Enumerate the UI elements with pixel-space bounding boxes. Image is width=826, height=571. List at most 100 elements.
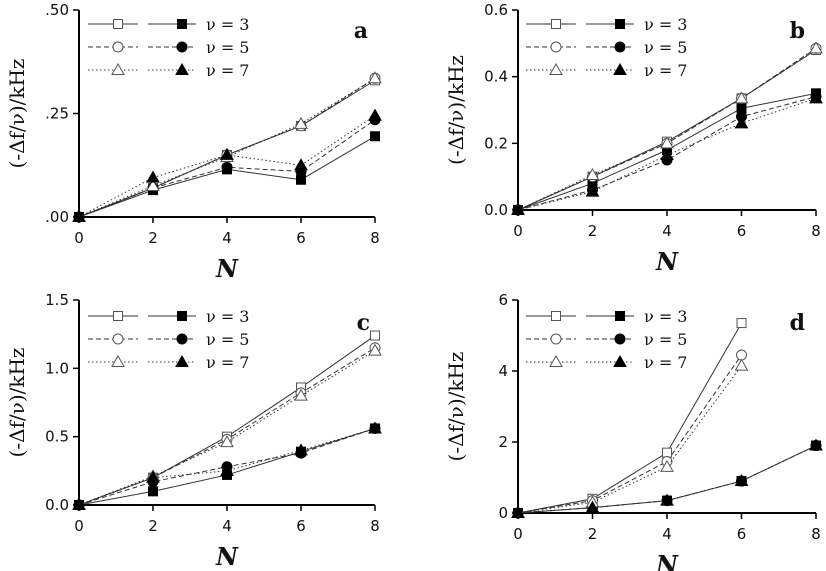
- data-point: [220, 435, 234, 448]
- x-axis-label: N: [655, 550, 679, 571]
- data-point: [368, 71, 382, 84]
- data-point: [585, 184, 600, 197]
- legend-marker-filled: [176, 41, 188, 53]
- legend-marker-filled: [615, 311, 625, 321]
- data-point: [809, 41, 823, 54]
- data-point: [368, 108, 382, 121]
- data-point: [294, 388, 308, 401]
- y-tick-label: 0.0: [45, 496, 69, 514]
- data-point: [220, 147, 234, 160]
- legend-marker-open: [113, 19, 123, 29]
- x-tick-label: 8: [370, 229, 380, 247]
- data-point: [370, 131, 380, 142]
- data-point: [734, 474, 749, 487]
- legend-entry: ν = 3: [206, 15, 249, 34]
- data-point: [370, 330, 380, 341]
- series-open-square: [513, 318, 747, 518]
- x-tick-label: 0: [74, 229, 84, 247]
- x-tick-label: 8: [370, 517, 380, 535]
- series-line: [78, 77, 376, 218]
- series-filled-triangle: [72, 421, 382, 510]
- data-point: [511, 202, 525, 215]
- series-filled-triangle: [511, 91, 823, 215]
- data-point: [585, 167, 600, 180]
- y-tick-label: 0.0: [484, 201, 508, 219]
- x-tick-label: 0: [74, 517, 84, 535]
- y-axis-label: (-Δf/ν)/kHz: [444, 352, 468, 462]
- legend-marker-open: [111, 354, 125, 367]
- legend-entry: ν = 3: [644, 307, 687, 326]
- legend-marker-open: [113, 311, 123, 321]
- series-line: [517, 322, 742, 514]
- y-tick-label: 0: [498, 504, 508, 522]
- series-line: [78, 350, 376, 506]
- legend-entry: ν = 7: [206, 353, 249, 372]
- legend-entry: ν = 3: [644, 15, 687, 34]
- legend-entry: ν = 5: [206, 38, 249, 57]
- legend-entry: ν = 5: [644, 38, 687, 57]
- panel-d: 0 2 4 6 8 0 2 4 6 N (-Δf/ν)/kHz d ν = 3 ν = 5 ν = 7: [444, 291, 823, 571]
- x-tick-label: 0: [513, 222, 523, 240]
- legend-marker-filled: [614, 333, 626, 345]
- y-tick-label: 4: [498, 362, 508, 380]
- panel-label: b: [790, 18, 805, 44]
- legend-marker-filled: [175, 354, 189, 367]
- legend-entry: ν = 5: [644, 330, 687, 349]
- legend-entry: ν = 7: [206, 61, 249, 80]
- data-point: [660, 459, 674, 472]
- legend-marker-open: [112, 333, 124, 345]
- panel-label: c: [357, 310, 370, 336]
- x-tick-label: 2: [588, 222, 598, 240]
- y-tick-label: 6: [498, 291, 508, 309]
- legend-entry: ν = 5: [206, 330, 249, 349]
- legend-marker-filled: [177, 311, 187, 321]
- data-point: [660, 147, 674, 160]
- series-filled-square: [74, 131, 380, 222]
- data-point: [294, 158, 308, 171]
- series-open-triangle: [511, 358, 749, 518]
- legend-entry: ν = 7: [644, 61, 687, 80]
- data-point: [146, 170, 160, 183]
- x-axis-label: N: [215, 542, 239, 571]
- data-point: [294, 443, 308, 456]
- legend-marker-open: [551, 19, 561, 29]
- data-point: [146, 178, 160, 191]
- data-point: [221, 161, 233, 173]
- x-tick-label: 6: [296, 517, 306, 535]
- legend-marker-open: [550, 333, 562, 345]
- y-tick-label: .00: [45, 208, 69, 226]
- y-tick-label: .25: [45, 105, 69, 123]
- legend-marker-open: [112, 41, 124, 53]
- x-tick-label: 4: [222, 517, 232, 535]
- data-point: [660, 493, 674, 506]
- x-axis-label: N: [655, 247, 679, 276]
- series-filled-circle: [73, 114, 381, 223]
- data-point: [146, 470, 160, 483]
- x-tick-label: 2: [148, 517, 158, 535]
- y-tick-label: 1.0: [45, 359, 69, 377]
- legend-marker-open: [551, 311, 561, 321]
- x-tick-label: 8: [811, 222, 821, 240]
- legend-entry: ν = 3: [206, 307, 249, 326]
- data-point: [585, 500, 600, 513]
- panel-label: a: [354, 18, 368, 44]
- legend-marker-filled: [615, 19, 625, 29]
- legend-marker-filled: [614, 41, 626, 53]
- series-filled-triangle: [511, 438, 823, 518]
- series-line: [78, 77, 376, 218]
- x-tick-label: 6: [737, 525, 747, 543]
- y-tick-label: 1.5: [45, 291, 69, 309]
- y-axis-label: (-Δf/ν)/kHz: [5, 59, 29, 169]
- data-point: [72, 497, 86, 510]
- x-tick-label: 0: [513, 525, 523, 543]
- legend-marker-filled: [177, 19, 187, 29]
- series-line: [517, 354, 742, 514]
- legend: ν = 3 ν = 5 ν = 7: [526, 307, 687, 372]
- series-line: [517, 365, 742, 514]
- legend-marker-open: [549, 62, 563, 75]
- panel-c: 0 2 4 6 8 0.0 0.5 1.0 1.5 N (-Δf/ν)/kHz c ν = 3 ν = 5…: [5, 291, 382, 571]
- legend-marker-filled: [175, 62, 189, 75]
- x-axis-label: N: [215, 254, 239, 283]
